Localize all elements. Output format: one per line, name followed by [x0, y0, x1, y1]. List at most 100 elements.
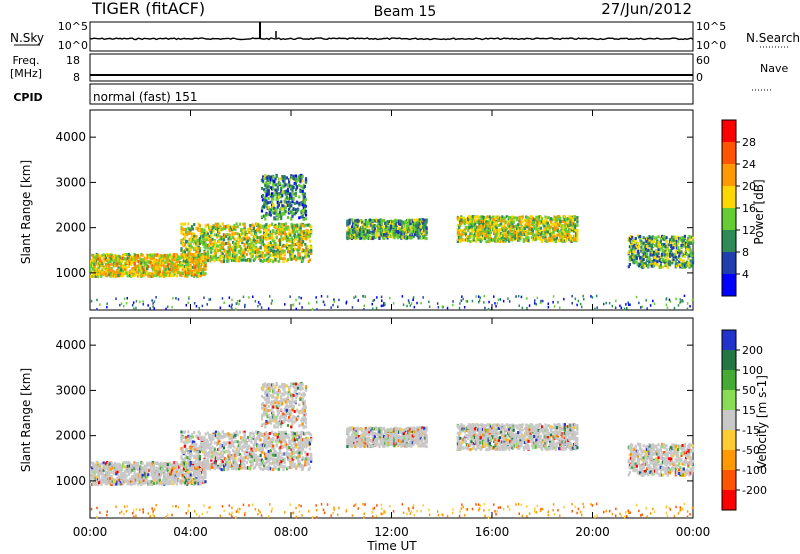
power-cell: [187, 258, 190, 262]
power-cell: [165, 273, 168, 277]
power-cell: [286, 190, 290, 194]
power-cell: [189, 238, 192, 242]
power-cell: [275, 174, 278, 178]
power-cell: [262, 194, 265, 197]
power-cell: [330, 306, 332, 309]
power-cell: [132, 272, 135, 276]
power-cell: [680, 250, 683, 254]
power-cell: [299, 231, 302, 235]
power-cell: [489, 221, 492, 225]
power-cell: [558, 215, 561, 219]
power-cell: [456, 234, 459, 238]
power-cell: [196, 264, 199, 268]
power-cell: [204, 258, 207, 262]
power-cell: [228, 251, 231, 255]
power-cell: [284, 303, 286, 306]
power-cell: [515, 295, 517, 298]
power-cell: [264, 247, 267, 251]
power-cell: [456, 232, 459, 236]
power-cell: [631, 240, 634, 244]
power-cell: [635, 256, 638, 260]
power-cell: [144, 256, 148, 260]
power-cell: [531, 218, 535, 222]
power-cell: [357, 299, 359, 302]
power-cell: [140, 265, 143, 269]
power-cell: [677, 247, 680, 250]
power-cell: [183, 264, 186, 268]
power-cell: [186, 259, 189, 263]
nsearch-label: N.Search: [746, 31, 800, 45]
power-cell: [205, 234, 208, 238]
power-cell: [387, 221, 390, 225]
power-cell: [293, 254, 297, 258]
power-cell: [484, 230, 487, 234]
power-cell: [460, 299, 463, 302]
power-cell: [357, 231, 360, 235]
power-cell: [691, 251, 695, 255]
power-cell: [631, 235, 634, 239]
power-cell: [279, 230, 282, 234]
power-cell: [198, 259, 201, 263]
power-cell: [420, 218, 424, 222]
power-cell: [509, 238, 512, 242]
power-cell: [458, 226, 461, 230]
power-cell: [191, 272, 194, 276]
power-cell: [221, 236, 224, 240]
power-cell: [639, 263, 642, 267]
power-cell: [266, 213, 269, 217]
power-cell: [665, 298, 667, 301]
power-cell: [191, 252, 195, 256]
power-cell: [155, 253, 158, 257]
power-cell: [274, 226, 277, 229]
power-cell: [456, 231, 459, 235]
power-cell: [338, 298, 340, 302]
power-cell: [392, 225, 395, 229]
power-cell: [256, 255, 259, 259]
power-cell: [199, 235, 203, 239]
power-cell: [142, 261, 145, 265]
power-cell: [541, 217, 544, 221]
power-cell: [526, 307, 528, 310]
power-cell: [295, 237, 298, 241]
power-cell: [280, 254, 283, 258]
power-cell: [299, 229, 302, 233]
power-cell: [163, 256, 166, 260]
power-cell: [641, 242, 644, 246]
power-cell: [245, 234, 248, 237]
power-cell: [305, 237, 308, 241]
power-cell: [280, 234, 283, 238]
power-cell: [591, 296, 594, 299]
power-cell: [654, 258, 657, 262]
power-cell: [120, 259, 124, 263]
power-cell: [227, 246, 230, 250]
power-cell: [465, 238, 469, 242]
power-cell: [373, 219, 376, 223]
power-cell: [354, 223, 357, 227]
power-cell: [254, 222, 258, 226]
power-cell: [489, 217, 492, 221]
power-cell: [655, 256, 658, 260]
power-cell: [297, 243, 300, 247]
power-cell: [539, 234, 543, 238]
power-cell: [362, 295, 364, 298]
power-cell: [401, 225, 404, 229]
power-cell: [222, 238, 226, 242]
power-cell: [234, 250, 237, 254]
power-cell: [234, 257, 237, 261]
power-cell: [250, 232, 253, 236]
power-cell: [152, 256, 156, 259]
power-cell: [689, 250, 692, 254]
power-cell: [177, 268, 180, 272]
power-cell: [539, 226, 543, 230]
power-cell: [135, 300, 138, 303]
power-cell: [190, 257, 193, 261]
power-cell: [512, 234, 515, 238]
power-cell: [492, 224, 495, 228]
power-cell: [647, 248, 650, 252]
power-cell: [291, 252, 294, 256]
power-cell: [124, 265, 127, 269]
power-cell: [667, 243, 670, 247]
power-cell: [293, 202, 296, 205]
power-cell: [403, 232, 406, 236]
power-cell: [290, 217, 293, 221]
